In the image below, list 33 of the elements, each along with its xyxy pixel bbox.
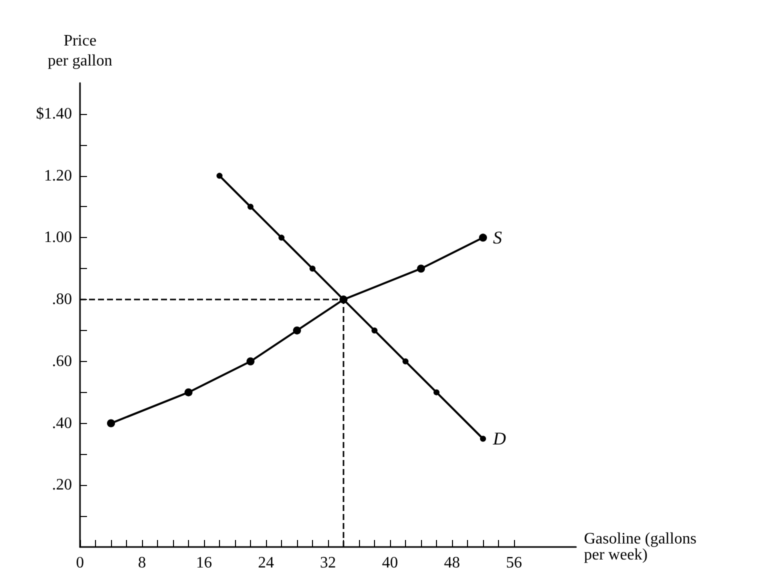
- point: [248, 204, 254, 210]
- y-tick-label: .80: [52, 291, 72, 308]
- point: [372, 327, 378, 334]
- y-tick-label: .20: [52, 476, 72, 494]
- x-tick-label: 8: [138, 554, 146, 572]
- point: [278, 234, 284, 241]
- point: [184, 388, 192, 396]
- series-label: S: [493, 228, 502, 248]
- point: [246, 357, 254, 366]
- point: [479, 234, 487, 242]
- x-tick-label: 48: [444, 554, 460, 572]
- x-tick-label: 32: [320, 554, 336, 572]
- point: [434, 389, 440, 396]
- point: [293, 326, 301, 334]
- x-tick-label: 40: [382, 554, 398, 572]
- point: [417, 264, 425, 273]
- y-axis-title: Price per gallon: [48, 32, 112, 70]
- y-tick-label: .40: [52, 414, 72, 432]
- x-tick-label: 16: [196, 554, 212, 572]
- y-tick-label: .60: [52, 352, 72, 370]
- x-tick-label: 0: [76, 554, 84, 572]
- x-tick-label: 56: [506, 554, 522, 572]
- series-label: D: [492, 428, 506, 449]
- y-tick-label: 1.00: [44, 229, 72, 246]
- y-tick-label: $1.40: [36, 105, 72, 122]
- x-axis-title: Gasoline (gallons per week): [584, 530, 696, 564]
- point: [216, 172, 222, 179]
- point: [402, 358, 408, 364]
- x-tick-label: 24: [258, 554, 274, 572]
- point: [310, 266, 316, 272]
- point: [107, 419, 115, 428]
- y-tick-label: 1.20: [44, 167, 72, 184]
- point: [480, 436, 486, 442]
